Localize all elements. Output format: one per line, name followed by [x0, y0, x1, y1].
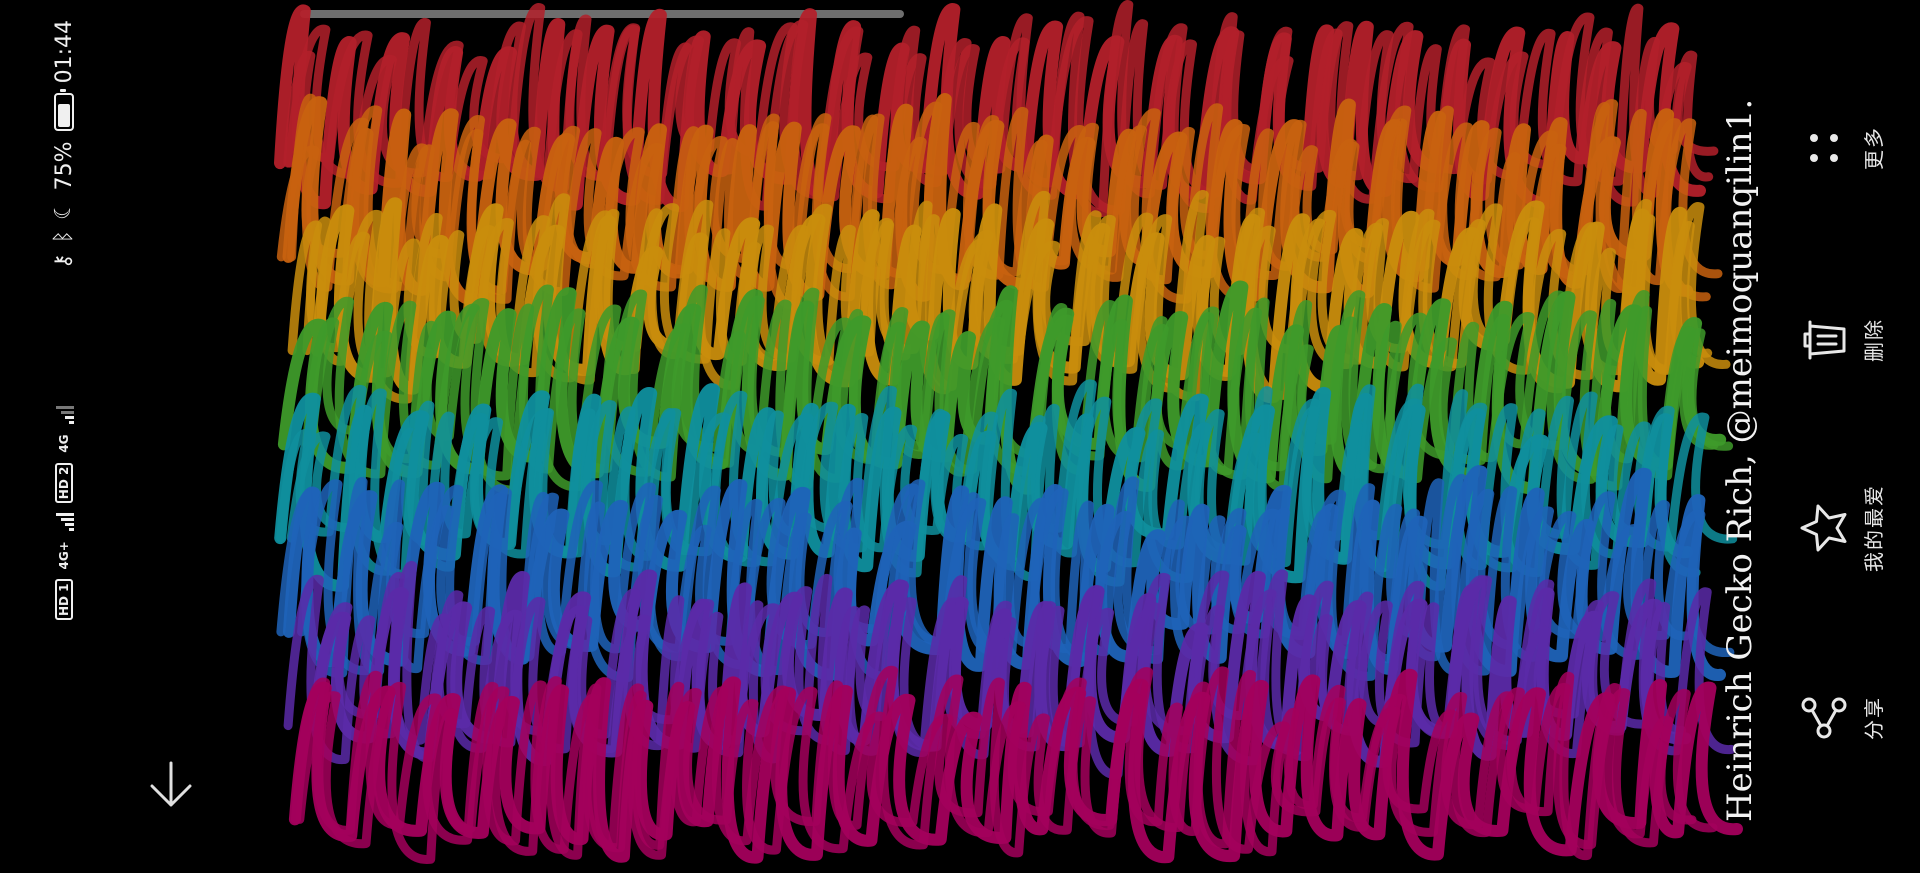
favorite-label: 我的最爱 — [1861, 484, 1886, 572]
favorite-button[interactable]: 我的最爱 — [1787, 453, 1897, 603]
share-button[interactable]: 分享 — [1787, 643, 1897, 793]
trash-icon — [1803, 320, 1845, 360]
battery-fill — [58, 104, 70, 128]
status-bar-right: ⚷ ᛒ ☾ 75% 01:44 — [51, 20, 77, 270]
scribble-stroke — [295, 667, 1697, 864]
progress-bar[interactable] — [300, 10, 904, 18]
more-label: 更多 — [1861, 126, 1886, 170]
network-label-1: 4G+ — [57, 541, 71, 570]
more-dots-icon — [1809, 134, 1838, 162]
clock: 01:44 — [51, 20, 77, 84]
delete-button[interactable]: 删除 — [1787, 265, 1897, 415]
scribble-stroke — [290, 665, 1718, 854]
delete-label: 删除 — [1861, 318, 1886, 362]
battery-percent: 75% — [51, 141, 77, 191]
battery-icon — [54, 93, 74, 132]
hd-badge-1: HD 1 — [55, 579, 73, 620]
star-icon — [1800, 504, 1846, 552]
moon-icon: ☾ — [51, 200, 76, 221]
network-label-2: 4G — [57, 434, 71, 453]
more-button[interactable]: 更多 — [1787, 73, 1897, 223]
scribble-stroke — [283, 0, 1719, 218]
share-icon — [1801, 697, 1846, 739]
key-icon: ⚷ — [51, 253, 76, 270]
image-credit: Heinrich Gecko Rich, @meimoquanqilin1. — [1720, 98, 1760, 822]
status-bar: HD 1 4G+ HD 2 4G ⚷ ᛒ ☾ 75% 01:44 — [49, 20, 79, 620]
download-button[interactable] — [146, 760, 196, 810]
scribble-stroke — [310, 572, 1687, 760]
bluetooth-icon: ᛒ — [51, 230, 76, 244]
signal-icon — [54, 513, 74, 532]
signal-icon — [54, 406, 74, 425]
scribble-stroke — [276, 99, 1711, 302]
share-label: 分享 — [1861, 696, 1886, 740]
status-bar-left: HD 1 4G+ HD 2 4G — [54, 406, 74, 620]
hd-badge-2: HD 2 — [55, 462, 73, 504]
arrow-down-icon — [150, 761, 192, 807]
scribble-stroke — [307, 284, 1719, 492]
